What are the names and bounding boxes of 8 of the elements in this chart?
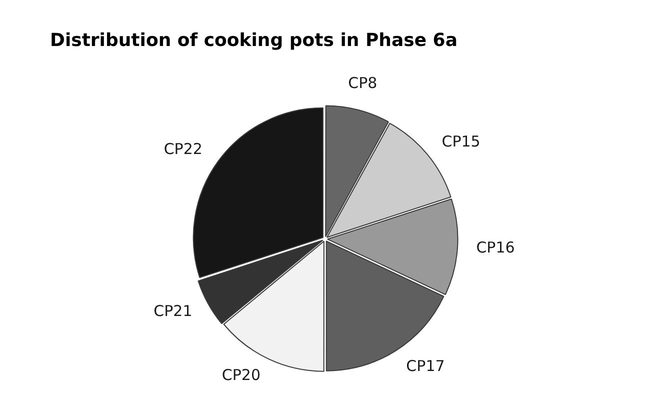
slice-label: CP15	[442, 132, 480, 150]
slice-label: CP21	[154, 302, 192, 320]
slice-label: CP16	[476, 238, 515, 256]
chart-title: Distribution of cooking pots in Phase 6a	[50, 30, 458, 51]
slice-label: CP17	[406, 356, 445, 375]
slice-label: CP20	[222, 366, 260, 384]
slice-label: CP8	[348, 74, 378, 92]
slice-label: CP22	[164, 140, 202, 158]
